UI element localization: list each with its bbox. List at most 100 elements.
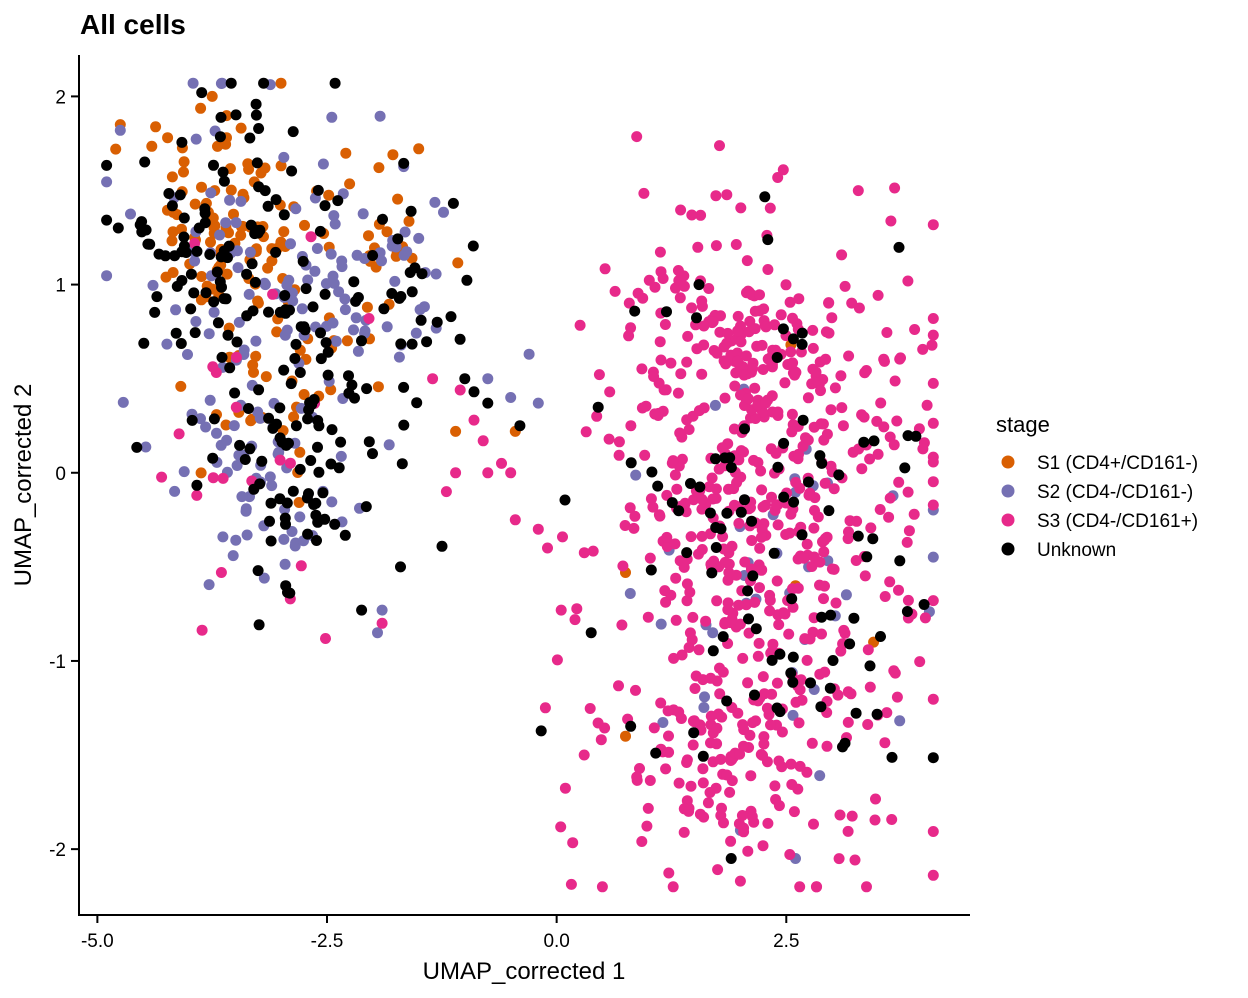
data-point-series-2: [317, 158, 329, 170]
data-point-series-1: [299, 219, 310, 231]
data-point-series-2: [336, 255, 348, 267]
data-point-series-3: [731, 347, 743, 359]
data-point-series-4: [230, 109, 242, 121]
data-point-series-1: [195, 102, 207, 114]
data-point-series-3: [816, 628, 827, 640]
data-point-series-2: [289, 540, 301, 552]
data-point-series-3: [714, 688, 726, 700]
data-point-series-3: [725, 835, 737, 847]
data-point-series-4: [218, 175, 230, 187]
data-point-series-3: [849, 854, 861, 866]
data-point-series-3: [785, 346, 797, 358]
data-point-series-4: [287, 485, 299, 497]
data-point-series-4: [256, 455, 268, 467]
data-point-series-3: [482, 467, 494, 479]
data-point-series-4: [725, 462, 737, 473]
data-point-series-3: [757, 364, 769, 375]
data-point-series-3: [770, 447, 782, 459]
data-point-series-4: [267, 422, 279, 434]
data-point-series-2: [350, 312, 362, 324]
data-point-series-1: [293, 497, 305, 508]
data-point-series-3: [613, 436, 625, 448]
data-point-series-3: [790, 366, 802, 378]
data-point-series-3: [477, 435, 489, 447]
data-point-series-2: [523, 348, 535, 360]
data-point-series-3: [722, 604, 734, 616]
data-point-series-3: [823, 327, 835, 339]
data-point-series-3: [509, 514, 521, 526]
data-point-series-4: [310, 497, 322, 509]
data-point-series-4: [241, 310, 253, 322]
data-point-series-3: [631, 771, 643, 783]
data-point-series-3: [843, 526, 854, 538]
data-point-series-4: [253, 123, 265, 134]
data-point-series-4: [629, 305, 641, 317]
data-point-series-4: [299, 324, 311, 336]
data-point-series-1: [266, 255, 278, 267]
chart-title: All cells: [80, 9, 186, 40]
data-point-series-4: [747, 570, 759, 582]
data-point-series-3: [569, 614, 581, 626]
data-point-series-4: [625, 720, 637, 732]
data-point-series-4: [245, 219, 257, 231]
data-point-series-4: [771, 702, 783, 714]
data-point-series-3: [734, 875, 746, 887]
data-point-series-1: [196, 181, 207, 193]
data-point-series-4: [871, 708, 883, 720]
data-point-series-4: [244, 443, 256, 455]
data-point-series-4: [216, 281, 227, 293]
data-point-series-4: [319, 513, 331, 525]
data-point-series-3: [808, 421, 820, 433]
data-point-series-4: [258, 77, 270, 89]
data-point-series-3: [819, 477, 831, 489]
data-point-series-4: [652, 480, 664, 492]
data-point-series-2: [374, 110, 386, 122]
data-point-series-2: [250, 335, 262, 347]
data-point-series-3: [539, 702, 551, 714]
data-point-series-4: [867, 533, 879, 545]
data-point-series-3: [776, 726, 788, 738]
data-point-series-4: [899, 462, 911, 474]
data-point-series-3: [574, 319, 586, 331]
data-point-series-3: [746, 289, 758, 301]
data-point-series-3: [820, 353, 832, 365]
data-point-series-2: [258, 572, 270, 584]
data-point-series-2: [840, 589, 852, 601]
data-point-series-3: [580, 426, 592, 438]
data-point-series-1: [206, 90, 218, 102]
data-point-series-4: [447, 197, 459, 209]
data-point-series-2: [279, 558, 291, 570]
data-point-series-4: [361, 383, 373, 395]
data-point-series-3: [775, 309, 787, 321]
data-point-series-4: [559, 494, 571, 506]
data-point-series-3: [747, 363, 759, 375]
data-point-series-3: [764, 202, 776, 214]
data-point-series-1: [167, 267, 179, 278]
data-point-series-2: [204, 394, 216, 406]
data-point-series-4: [461, 274, 473, 286]
data-point-series-3: [807, 342, 819, 354]
data-point-series-4: [217, 166, 229, 178]
data-point-series-3: [721, 189, 733, 201]
data-point-series-3: [688, 715, 700, 727]
data-point-series-3: [794, 881, 806, 893]
data-point-series-3: [217, 472, 229, 484]
data-point-series-2: [221, 434, 233, 446]
data-point-series-4: [131, 441, 143, 453]
data-point-series-3: [670, 614, 682, 626]
data-point-series-3: [766, 390, 778, 402]
data-point-series-3: [901, 536, 913, 548]
data-point-series-3: [772, 406, 784, 418]
data-point-series-3: [903, 525, 915, 537]
data-point-series-4: [585, 627, 597, 639]
data-point-series-4: [280, 580, 292, 592]
data-point-series-4: [216, 351, 228, 363]
data-point-series-3: [685, 531, 697, 543]
data-point-series-1: [323, 189, 335, 201]
data-point-series-4: [224, 362, 236, 374]
legend-label: Unknown: [1037, 540, 1116, 561]
data-point-series-3: [736, 810, 748, 821]
data-point-series-1: [196, 271, 208, 282]
data-point-series-1: [452, 257, 464, 269]
data-point-series-4: [279, 512, 291, 524]
